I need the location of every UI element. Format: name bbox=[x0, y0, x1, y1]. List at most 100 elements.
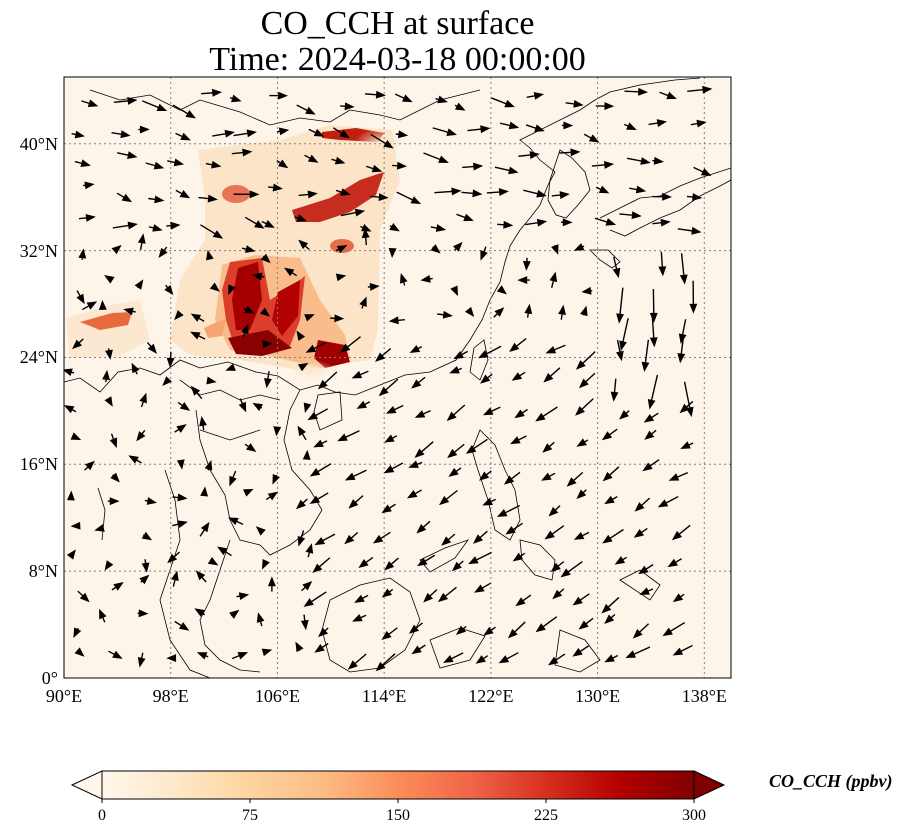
wind-arrow bbox=[370, 133, 394, 149]
wind-arrow bbox=[623, 122, 637, 131]
wind-arrow bbox=[356, 400, 371, 409]
wind-arrow bbox=[361, 227, 370, 246]
wind-arrow bbox=[313, 439, 328, 448]
wind-arrow bbox=[683, 381, 694, 418]
wind-arrow bbox=[503, 471, 521, 485]
wind-vectors bbox=[64, 85, 713, 672]
wind-arrow bbox=[381, 627, 398, 641]
colorbar-gradient bbox=[101, 770, 695, 800]
wind-arrow bbox=[552, 588, 565, 600]
wind-arrow bbox=[111, 582, 124, 591]
wind-arrow bbox=[340, 336, 361, 353]
wind-arrow bbox=[672, 644, 693, 656]
wind-arrow bbox=[525, 124, 545, 132]
wind-arrow bbox=[612, 256, 621, 279]
wind-arrow bbox=[423, 152, 449, 163]
wind-arrow bbox=[384, 434, 398, 443]
wind-arrow bbox=[112, 221, 138, 230]
wind-arrow bbox=[549, 271, 558, 288]
wind-arrow bbox=[639, 587, 654, 595]
wind-arrow bbox=[340, 102, 355, 111]
wind-arrow bbox=[450, 285, 458, 297]
gridlines bbox=[64, 77, 731, 678]
wind-arrow bbox=[525, 218, 548, 227]
colorbar-tick-label: 300 bbox=[682, 807, 706, 824]
wind-arrow bbox=[518, 151, 540, 159]
wind-arrow bbox=[335, 188, 351, 196]
wind-arrow bbox=[81, 301, 98, 311]
wind-arrow bbox=[384, 557, 399, 571]
wind-arrow bbox=[64, 368, 75, 377]
wind-arrow bbox=[190, 313, 205, 322]
wind-arrow bbox=[679, 253, 688, 285]
wind-arrow bbox=[244, 216, 265, 229]
wind-arrow bbox=[175, 189, 191, 199]
wind-arrow bbox=[297, 425, 307, 441]
wind-arrow bbox=[205, 160, 222, 169]
wind-arrow bbox=[375, 653, 396, 672]
wind-arrow bbox=[624, 87, 649, 96]
colorbar-tick-label: 150 bbox=[386, 807, 410, 824]
wind-arrow bbox=[601, 596, 620, 614]
wind-arrow bbox=[252, 272, 265, 281]
wind-arrow bbox=[309, 492, 329, 504]
wind-arrow bbox=[358, 556, 374, 569]
colorbar-tick-label: 225 bbox=[534, 807, 558, 824]
wind-arrow bbox=[206, 376, 217, 385]
wind-arrow bbox=[409, 344, 423, 354]
wind-arrow bbox=[652, 156, 664, 165]
wind-arrow bbox=[111, 130, 131, 139]
wind-arrow bbox=[618, 410, 630, 420]
wind-arrow bbox=[261, 648, 273, 657]
wind-arrow bbox=[678, 319, 687, 344]
wind-arrow bbox=[272, 473, 280, 485]
wind-arrow bbox=[515, 594, 532, 607]
wind-arrow bbox=[78, 213, 96, 222]
wind-arrow bbox=[228, 517, 244, 526]
wind-arrow bbox=[295, 498, 308, 510]
wind-arrow bbox=[604, 654, 619, 663]
wind-arrow bbox=[434, 187, 462, 196]
wind-arrow bbox=[652, 192, 673, 201]
wind-arrow bbox=[406, 489, 422, 499]
wind-arrow bbox=[366, 164, 383, 173]
wind-arrow bbox=[172, 104, 196, 119]
wind-arrow bbox=[677, 337, 686, 364]
wind-arrow bbox=[98, 299, 107, 311]
wind-arrow bbox=[467, 125, 491, 134]
wind-arrow bbox=[295, 641, 304, 653]
wind-arrow bbox=[560, 218, 573, 227]
wind-arrow bbox=[304, 314, 315, 322]
wind-arrow bbox=[465, 438, 488, 454]
wind-arrow bbox=[550, 561, 565, 572]
wind-arrow bbox=[146, 341, 157, 354]
coastlines bbox=[64, 77, 731, 678]
wind-arrow bbox=[83, 181, 95, 190]
wind-arrow bbox=[142, 100, 168, 112]
wind-arrow bbox=[634, 497, 651, 512]
wind-arrow bbox=[305, 543, 314, 558]
wind-arrow bbox=[116, 192, 133, 203]
wind-arrow bbox=[649, 289, 658, 323]
wind-arrow bbox=[395, 130, 409, 139]
wind-arrow bbox=[166, 221, 181, 230]
x-tick-label: 90°E bbox=[45, 686, 83, 706]
wind-arrow bbox=[394, 93, 413, 103]
wind-arrow bbox=[335, 273, 347, 282]
wind-arrow bbox=[524, 303, 533, 318]
wind-arrow bbox=[217, 546, 232, 557]
wind-arrow bbox=[498, 652, 519, 664]
wind-arrow bbox=[449, 366, 463, 374]
wind-arrow bbox=[629, 185, 647, 194]
wind-arrow bbox=[158, 246, 168, 259]
wind-arrow bbox=[139, 574, 150, 585]
wind-arrow bbox=[576, 438, 589, 447]
wind-arrow bbox=[437, 310, 453, 319]
wind-arrow bbox=[276, 159, 289, 169]
wind-arrow bbox=[687, 85, 713, 94]
wind-arrow bbox=[102, 369, 111, 383]
wind-arrow bbox=[408, 460, 423, 468]
wind-arrow bbox=[175, 132, 191, 141]
wind-arrow bbox=[417, 554, 436, 567]
